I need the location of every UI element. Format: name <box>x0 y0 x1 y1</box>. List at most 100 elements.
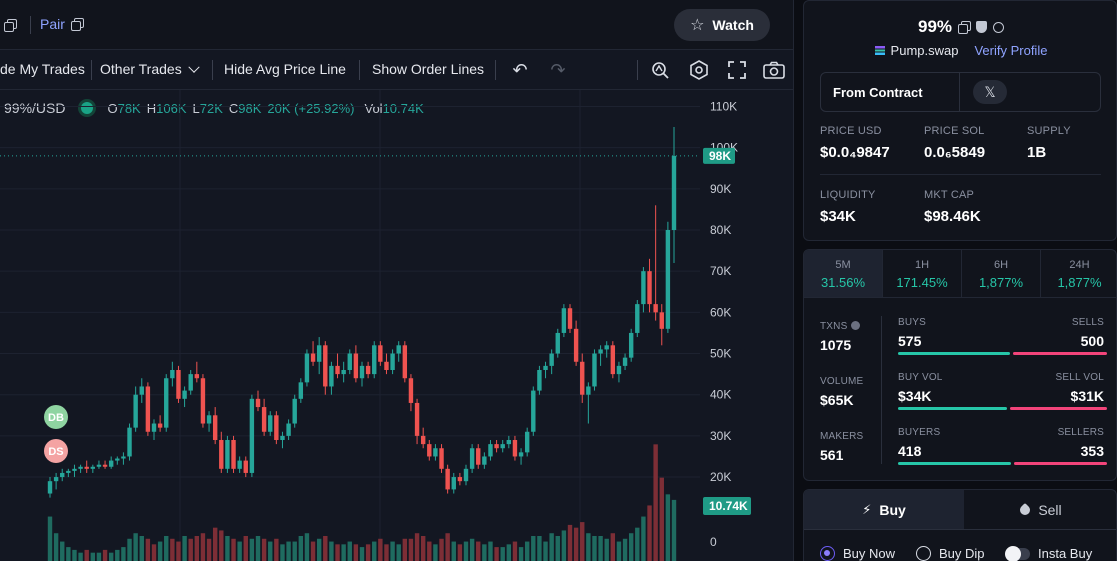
volume-key: Vol <box>364 100 383 116</box>
candle-body <box>665 230 671 329</box>
candle-body <box>414 402 420 436</box>
hexagon-settings-icon[interactable] <box>687 58 711 82</box>
makers-value: 561 <box>820 447 844 463</box>
sell-tab-label: Sell <box>1038 501 1062 518</box>
open-value: 78K <box>117 100 141 116</box>
candle-body <box>433 448 438 457</box>
volume-bar <box>139 536 144 561</box>
radio-icon[interactable] <box>916 546 931 561</box>
sells-value: 500 <box>1080 333 1104 349</box>
pair-link[interactable]: Pair <box>40 16 84 32</box>
volume-bar <box>573 527 579 561</box>
candle-body <box>151 423 157 432</box>
volume-bar <box>653 444 658 561</box>
redo-icon[interactable]: ↷ <box>550 59 566 80</box>
buys-ratio-bar <box>898 352 1010 355</box>
candle-body <box>604 345 609 350</box>
volume-bar <box>555 536 560 561</box>
candle-body <box>653 304 658 313</box>
volume-bar <box>561 530 567 561</box>
contract-box: From Contract 𝕏 <box>820 72 1101 112</box>
camera-icon[interactable] <box>762 58 786 82</box>
shield-icon[interactable] <box>976 21 988 33</box>
candle-body <box>286 423 291 436</box>
watch-label: Watch <box>712 17 754 33</box>
fullscreen-icon[interactable] <box>725 58 749 82</box>
copy-icon[interactable] <box>958 21 972 34</box>
volume-bar <box>671 499 677 561</box>
volume-bar <box>225 536 230 561</box>
show-order-lines-button[interactable]: Show Order Lines <box>372 61 485 77</box>
trade-marker <box>44 439 68 463</box>
trade-marker <box>44 405 68 429</box>
indicator-icon[interactable] <box>648 58 672 82</box>
candle-body <box>200 378 206 424</box>
candle-body <box>145 386 151 432</box>
info-icon[interactable] <box>851 321 861 330</box>
candle-body <box>164 378 169 428</box>
candle-body <box>139 386 144 395</box>
option-buy-now[interactable]: Buy Now <box>820 546 895 561</box>
mktcap-metric: MKT CAP $98.46K <box>924 189 981 225</box>
ohlc-legend: 99%/USD O 78K H 106K L 72K C 98K 20K (+25.92… <box>0 98 424 118</box>
chart-toolbar: de My Trades Other Trades Hide Avg Price… <box>0 50 793 90</box>
buy-tab[interactable]: ⚡ Buy <box>804 490 964 530</box>
x-social-button[interactable]: 𝕏 <box>973 80 1007 104</box>
high-value: 106K <box>156 100 187 116</box>
watch-button[interactable]: ☆ Watch <box>674 9 770 41</box>
liquidity-label: LIQUIDITY <box>820 189 876 201</box>
volume-bar <box>512 541 518 561</box>
last-price-label: 98K <box>709 149 731 163</box>
high-key: H <box>146 100 157 116</box>
verify-profile-link[interactable]: Verify Profile <box>974 43 1048 58</box>
volume-bar <box>157 541 163 561</box>
candle-body <box>170 370 175 379</box>
option-insta-buy[interactable]: Insta Buy <box>1005 545 1092 561</box>
sell-tab[interactable]: Sell <box>964 490 1116 530</box>
candle-body <box>616 365 622 375</box>
from-contract-label[interactable]: From Contract <box>833 85 923 100</box>
my-trades-toggle[interactable]: de My Trades <box>0 61 85 77</box>
buyers-ratio-bar <box>898 462 1011 465</box>
volume-axis-label: 0 <box>710 535 717 549</box>
undo-icon[interactable]: ↶ <box>512 59 528 80</box>
other-trades-dropdown[interactable]: Other Trades <box>100 61 200 77</box>
dex-link[interactable]: Pump.swap <box>874 43 958 58</box>
hide-avg-price-button[interactable]: Hide Avg Price Line <box>224 61 346 77</box>
volume-bar <box>127 538 132 561</box>
toggle-switch[interactable] <box>1005 545 1030 561</box>
volume-bar <box>580 522 585 561</box>
volume-bar <box>298 536 304 561</box>
candle-body <box>268 415 273 432</box>
volume-bar <box>518 547 524 561</box>
sellers-label: SELLERS <box>1057 427 1104 438</box>
candle-body <box>500 444 505 449</box>
candle-body <box>261 407 267 432</box>
volume-bar <box>212 527 218 561</box>
y-tick-label: 30K <box>710 429 731 443</box>
tab-6h[interactable]: 6H 1,877% <box>962 250 1041 298</box>
candle-body <box>121 456 126 459</box>
volume-bar <box>384 544 389 561</box>
volume-bar <box>243 536 248 561</box>
search-icon[interactable] <box>993 21 1005 33</box>
candle-body <box>457 477 463 482</box>
candle-body <box>329 365 334 387</box>
volume-bar <box>647 505 652 561</box>
tab-24h[interactable]: 24H 1,877% <box>1041 250 1116 298</box>
tab-1h[interactable]: 1H 171.45% <box>883 250 962 298</box>
copy-icon[interactable] <box>70 18 84 31</box>
radio-selected-icon[interactable] <box>820 546 835 561</box>
volume-bar <box>206 538 212 561</box>
supply-value: 1B <box>1027 144 1047 161</box>
option-buy-dip[interactable]: Buy Dip <box>916 546 985 561</box>
tab-5m[interactable]: 5M 31.56% <box>804 250 883 298</box>
chart-topbar: Pair ☆ Watch <box>0 0 793 50</box>
volume-bar <box>323 536 328 561</box>
trade-card: ⚡ Buy Sell Buy Now Buy Dip Insta Buy <box>803 489 1117 561</box>
candles <box>47 127 677 498</box>
copy-icon[interactable] <box>4 19 17 32</box>
